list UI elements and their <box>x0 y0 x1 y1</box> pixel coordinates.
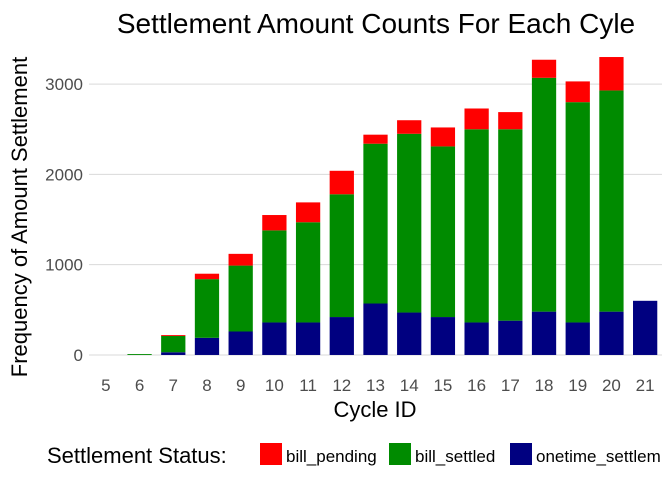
x-tick-label: 8 <box>202 376 211 395</box>
bar-bill_pending-10 <box>262 215 287 231</box>
bar-onetime_settlement-17 <box>498 320 523 355</box>
bar-bill_pending-9 <box>228 253 253 266</box>
x-tick-label: 21 <box>636 376 655 395</box>
bar-bill_settled-14 <box>397 133 422 313</box>
bar-bill_settled-9 <box>228 265 253 332</box>
x-tick-label: 14 <box>400 376 419 395</box>
bar-bill_pending-18 <box>531 59 557 78</box>
y-tick-label: 2000 <box>45 165 83 184</box>
x-tick-label: 9 <box>236 376 245 395</box>
bar-bill_pending-8 <box>194 273 220 280</box>
legend-swatch-bill_settled <box>389 443 411 465</box>
bar-onetime_settlement-10 <box>262 322 287 355</box>
bar-onetime_settlement-11 <box>295 322 321 355</box>
bar-onetime_settlement-14 <box>397 312 422 355</box>
x-tick-label: 12 <box>332 376 351 395</box>
legend-label: bill_settled <box>415 447 495 466</box>
bar-bill_settled-12 <box>329 194 354 318</box>
bar-bill_settled-7 <box>161 336 186 353</box>
bar-onetime_settlement-8 <box>194 337 220 355</box>
x-tick-label: 16 <box>467 376 486 395</box>
bar-bill_pending-15 <box>430 127 456 147</box>
bar-bill_pending-13 <box>363 134 388 144</box>
legend: Settlement Status: bill_pending bill_sett… <box>47 443 661 468</box>
bar-bill_pending-14 <box>397 120 422 134</box>
x-tick-label: 13 <box>366 376 385 395</box>
bar-bill_settled-16 <box>464 129 489 323</box>
bar-onetime_settlement-16 <box>464 322 489 355</box>
bar-bill_settled-8 <box>194 279 220 338</box>
x-tick-label: 19 <box>568 376 587 395</box>
y-tick-label: 1000 <box>45 256 83 275</box>
bar-onetime_settlement-13 <box>363 303 388 355</box>
bar-bill_pending-19 <box>565 81 590 103</box>
bar-onetime_settlement-20 <box>599 311 624 355</box>
y-tick-label: 3000 <box>45 75 83 94</box>
bar-bill_pending-11 <box>295 202 321 223</box>
bar-onetime_settlement-7 <box>161 352 186 355</box>
bar-onetime_settlement-9 <box>228 331 253 355</box>
bar-bill_pending-7 <box>161 335 186 337</box>
bar-onetime_settlement-19 <box>565 322 590 355</box>
bar-onetime_settlement-12 <box>329 317 354 355</box>
x-tick-label: 5 <box>101 376 110 395</box>
x-tick-label: 10 <box>265 376 284 395</box>
legend-label: bill_pending <box>286 447 377 466</box>
x-tick-label: 11 <box>299 376 317 395</box>
bar-onetime_settlement-18 <box>531 311 557 355</box>
bar-bill_settled-18 <box>531 77 557 312</box>
bars <box>127 57 658 355</box>
bar-bill_settled-6 <box>127 354 152 355</box>
bar-bill_pending-20 <box>599 57 624 91</box>
legend-label: onetime_settlem <box>536 447 661 466</box>
bar-bill_settled-11 <box>295 222 321 323</box>
bar-bill_settled-17 <box>498 129 523 321</box>
x-tick-label: 20 <box>602 376 621 395</box>
y-axis-title: Frequency of Amount Settlement <box>7 57 32 377</box>
x-tick-label: 7 <box>169 376 178 395</box>
legend-swatch-onetime_settlement <box>510 443 532 465</box>
x-tick-label: 18 <box>535 376 554 395</box>
bar-bill_settled-19 <box>565 102 590 323</box>
x-axis-ticks: 5 6 7 8 9 10 11 12 13 14 15 16 17 18 19 20 21 <box>101 376 654 395</box>
legend-swatch-bill_pending <box>260 443 282 465</box>
bar-bill_pending-17 <box>498 112 523 130</box>
x-tick-label: 15 <box>433 376 452 395</box>
bar-bill_settled-13 <box>363 143 388 304</box>
legend-title: Settlement Status: <box>47 443 227 468</box>
bar-bill_settled-10 <box>262 230 287 323</box>
chart-title: Settlement Amount Counts For Each Cyle <box>117 8 635 39</box>
x-axis-title: Cycle ID <box>333 397 416 422</box>
bar-bill_settled-20 <box>599 90 624 312</box>
bar-bill_pending-16 <box>464 108 489 130</box>
bar-onetime_settlement-21 <box>633 300 658 355</box>
x-tick-label: 6 <box>135 376 144 395</box>
y-axis-ticks: 0 1000 2000 3000 <box>45 75 83 365</box>
bar-bill_pending-12 <box>329 170 354 195</box>
y-tick-label: 0 <box>74 346 83 365</box>
bar-onetime_settlement-15 <box>430 317 456 355</box>
x-tick-label: 17 <box>501 376 520 395</box>
bar-bill_settled-15 <box>430 146 456 318</box>
